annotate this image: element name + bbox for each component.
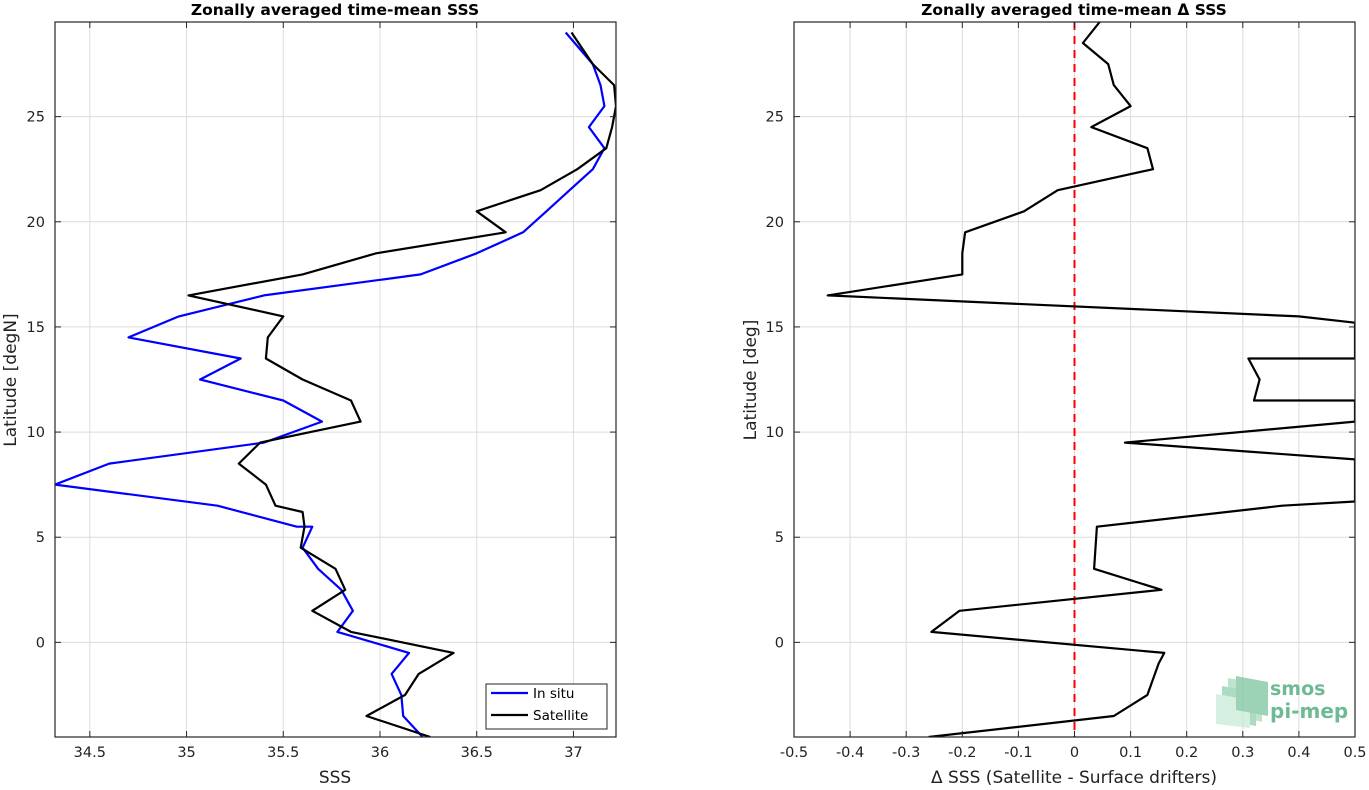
x-tick-label: 36.5 — [461, 745, 493, 761]
left-ticks: 34.5 35 35.5 36 36.5 37 0 5 10 15 20 25 — [27, 22, 616, 761]
series-line-in-situ — [55, 31, 606, 737]
right-chart-title: Zonally averaged time-mean Δ SSS — [921, 1, 1227, 19]
clipped-series — [55, 31, 616, 737]
left-plot-area — [55, 22, 616, 737]
y-tick-label: 5 — [36, 530, 45, 546]
y-tick-label: 5 — [775, 530, 784, 546]
y-tick-label: 20 — [27, 215, 45, 231]
y-tick-label: 0 — [775, 635, 784, 651]
y-tick-label: 20 — [766, 215, 784, 231]
left-grid — [55, 22, 616, 737]
logo-mark-icon — [1216, 676, 1268, 728]
y-tick-label: 10 — [766, 425, 784, 441]
legend: In situ Satellite — [485, 683, 608, 730]
series-line-delta-sss — [826, 22, 1355, 737]
y-tick-label: 15 — [27, 320, 45, 336]
y-tick-label: 25 — [766, 110, 784, 126]
legend-in-situ-label: In situ — [533, 686, 574, 702]
x-tick-label: 0 — [1070, 745, 1079, 761]
y-tick-label: 0 — [36, 635, 45, 651]
left-x-axis-label: SSS — [319, 768, 351, 788]
right-panel-delta-sss: Zonally averaged time-mean Δ SSS -0.5 -0.… — [741, 1, 1367, 788]
x-tick-label: 0.2 — [1175, 745, 1198, 761]
x-tick-label: 36 — [371, 745, 389, 761]
y-tick-label: 15 — [766, 320, 784, 336]
x-tick-label: 0.4 — [1287, 745, 1310, 761]
x-tick-label: 0.5 — [1343, 745, 1366, 761]
y-tick-label: 25 — [27, 110, 45, 126]
right-y-axis-label: Latitude [deg] — [741, 320, 761, 441]
x-tick-label: -0.3 — [892, 745, 920, 761]
clipped-series — [826, 22, 1355, 737]
logo-text-line2: pi-mep — [1270, 699, 1348, 723]
x-tick-label: -0.5 — [780, 745, 808, 761]
left-panel-sss: Zonally averaged time-mean SSS 34.5 35 35.… — [1, 1, 617, 788]
legend-satellite-label: Satellite — [533, 708, 588, 724]
x-tick-label: 35.5 — [267, 745, 299, 761]
smos-pi-mep-logo: smos pi-mep — [1216, 676, 1348, 728]
right-x-axis-label: Δ SSS (Satellite - Surface drifters) — [931, 768, 1217, 788]
x-tick-label: 34.5 — [74, 745, 106, 761]
x-tick-label: 0.3 — [1231, 745, 1254, 761]
left-series-group — [55, 31, 616, 737]
logo-text-line1: smos — [1270, 678, 1325, 700]
left-chart-title: Zonally averaged time-mean SSS — [191, 1, 479, 19]
x-tick-label: 35 — [177, 745, 195, 761]
right-ticks: -0.5 -0.4 -0.3 -0.2 -0.1 0 0.1 0.2 0.3 0.4 0.5 0 5 10… — [766, 22, 1367, 761]
y-tick-label: 10 — [27, 425, 45, 441]
x-tick-label: 0.1 — [1119, 745, 1142, 761]
x-tick-label: -0.1 — [1004, 745, 1032, 761]
legend-box — [485, 683, 608, 730]
x-tick-label: -0.4 — [836, 745, 864, 761]
x-tick-label: 37 — [564, 745, 582, 761]
right-series-group — [826, 22, 1355, 737]
left-axes-box — [54, 21, 617, 738]
series-line-satellite — [187, 31, 616, 737]
left-y-axis-label: Latitude [degN] — [1, 313, 21, 446]
x-tick-label: -0.2 — [948, 745, 976, 761]
